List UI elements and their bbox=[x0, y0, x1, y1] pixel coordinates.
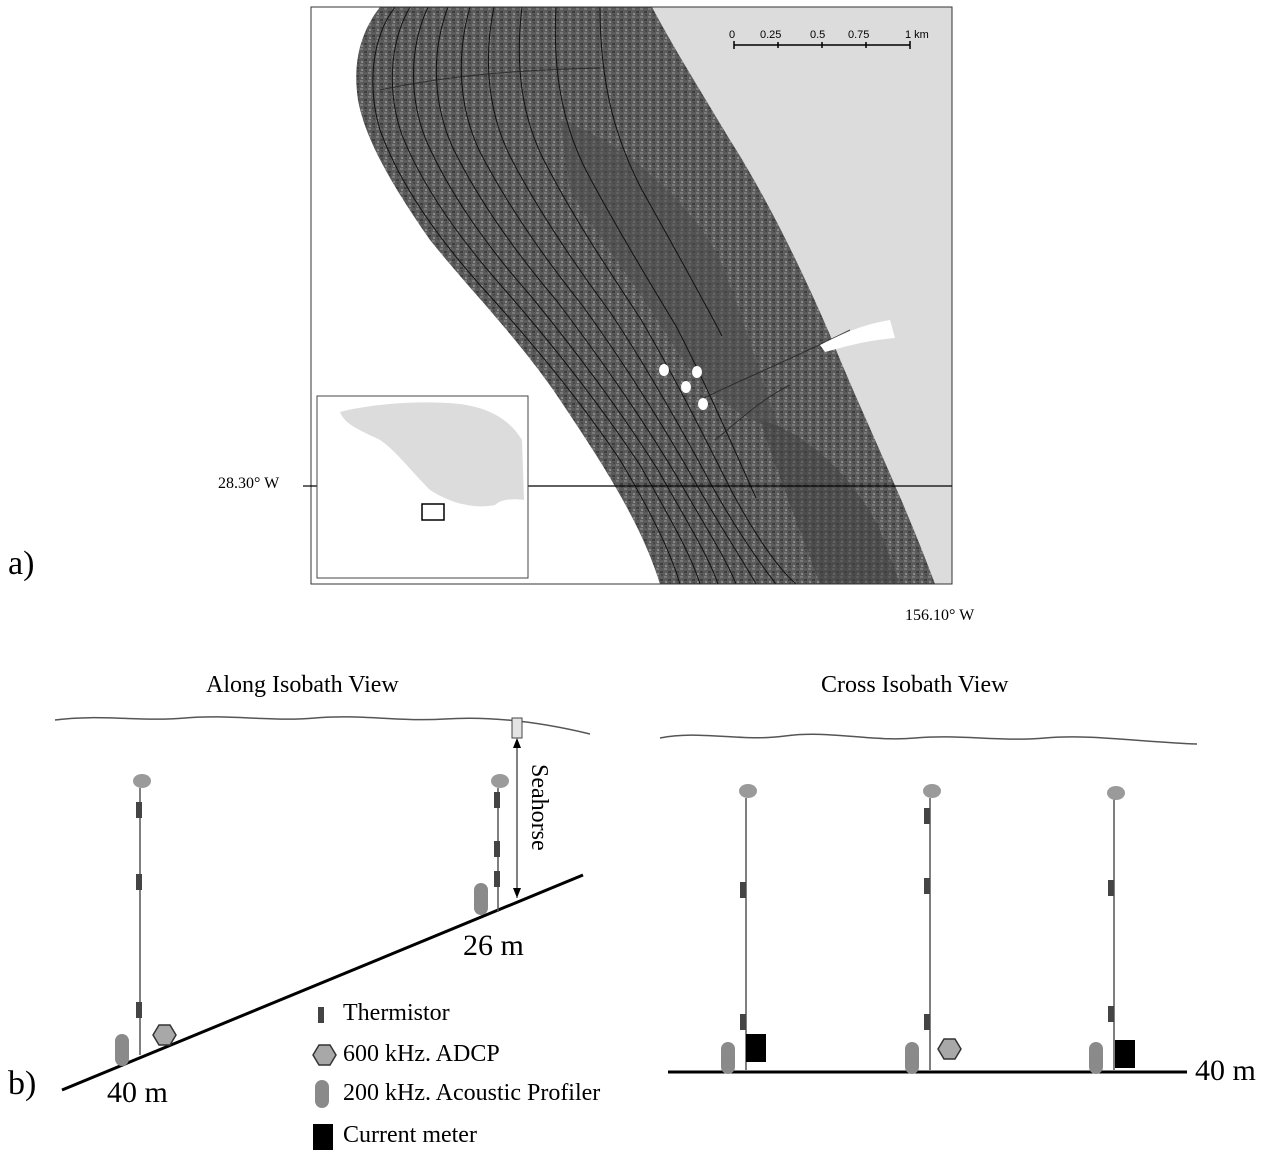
inset-map bbox=[316, 395, 529, 579]
scale-tick-label: 0.5 bbox=[810, 29, 826, 41]
thermistor bbox=[136, 1002, 142, 1018]
adcp-hexagon-icon bbox=[312, 1044, 337, 1066]
buoy bbox=[133, 774, 151, 788]
current-meter-icon bbox=[313, 1124, 333, 1150]
legend-item-thermistor: Thermistor bbox=[343, 1000, 450, 1026]
cross-depth-label: 40 m bbox=[1195, 1054, 1256, 1087]
along-isobath-view bbox=[54, 716, 591, 1092]
adcp bbox=[152, 1024, 177, 1046]
adcp bbox=[937, 1038, 962, 1060]
thermistor bbox=[136, 802, 142, 818]
mooring-dots bbox=[659, 364, 708, 410]
buoy bbox=[739, 784, 757, 798]
acoustic-profiler bbox=[474, 883, 488, 915]
scale-bar bbox=[733, 41, 911, 49]
legend-item-acoustic-profiler: 200 kHz. Acoustic Profiler bbox=[343, 1080, 601, 1106]
shallow-depth-label: 26 m bbox=[463, 929, 524, 962]
bathymetry-map bbox=[303, 6, 953, 585]
seahorse-label: Seahorse bbox=[526, 764, 552, 851]
longitude-label: 156.10° W bbox=[905, 607, 975, 624]
scale-tick-label: 0 bbox=[729, 29, 736, 41]
current-meter bbox=[1115, 1040, 1135, 1068]
thermistor bbox=[924, 878, 930, 894]
panel-label-a: a) bbox=[8, 545, 35, 582]
along-view-title: Along Isobath View bbox=[206, 672, 399, 698]
thermistor bbox=[136, 874, 142, 890]
acoustic-profiler-icon bbox=[315, 1080, 329, 1108]
seabed-slope bbox=[61, 873, 584, 1092]
land-area bbox=[650, 7, 952, 584]
buoy bbox=[491, 774, 509, 788]
current-meter bbox=[746, 1034, 766, 1062]
thermistor bbox=[494, 792, 500, 808]
latitude-label: 28.30° W bbox=[218, 475, 280, 492]
buoy bbox=[923, 784, 941, 798]
acoustic-profiler bbox=[721, 1042, 735, 1074]
mooring-schematic bbox=[54, 716, 1198, 1150]
sea-surface bbox=[54, 716, 591, 735]
mooring-dot bbox=[692, 366, 702, 378]
thermistor bbox=[494, 841, 500, 857]
sea-surface bbox=[659, 733, 1198, 745]
thermistor-icon bbox=[318, 1007, 324, 1023]
thermistor bbox=[924, 1014, 930, 1030]
legend-item-adcp: 600 kHz. ADCP bbox=[343, 1041, 500, 1067]
scale-tick-label: 0.25 bbox=[760, 29, 782, 41]
cross-isobath-view bbox=[659, 733, 1198, 1074]
mooring-dot bbox=[659, 364, 669, 376]
thermistor bbox=[740, 1014, 746, 1030]
legend-icons bbox=[312, 1007, 337, 1150]
scale-tick-label: 1 km bbox=[905, 29, 929, 41]
panel-label-b: b) bbox=[8, 1065, 37, 1102]
thermistor bbox=[1108, 1006, 1114, 1022]
buoy bbox=[1107, 786, 1125, 800]
seahorse-profiler bbox=[511, 717, 523, 739]
mooring-dot bbox=[698, 398, 708, 410]
thermistor bbox=[1108, 880, 1114, 896]
map-panel: 0 0.25 0.5 0.75 1 km 28.30° W 156.10° W … bbox=[8, 6, 975, 624]
schematic-panel: Along Isobath View Cross Isobath View Se… bbox=[0, 630, 1281, 1154]
cross-view-title: Cross Isobath View bbox=[821, 672, 1009, 698]
deep-depth-label: 40 m bbox=[107, 1076, 168, 1109]
legend-item-current-meter: Current meter bbox=[343, 1122, 477, 1148]
mooring-dot bbox=[681, 381, 691, 393]
scale-tick-label: 0.75 bbox=[848, 29, 870, 41]
thermistor bbox=[924, 808, 930, 824]
acoustic-profiler bbox=[115, 1034, 129, 1066]
island-shape bbox=[340, 402, 524, 507]
thermistor bbox=[494, 871, 500, 887]
acoustic-profiler bbox=[905, 1042, 919, 1074]
thermistor bbox=[740, 882, 746, 898]
study-area-box bbox=[421, 503, 445, 521]
acoustic-profiler bbox=[1089, 1042, 1103, 1074]
